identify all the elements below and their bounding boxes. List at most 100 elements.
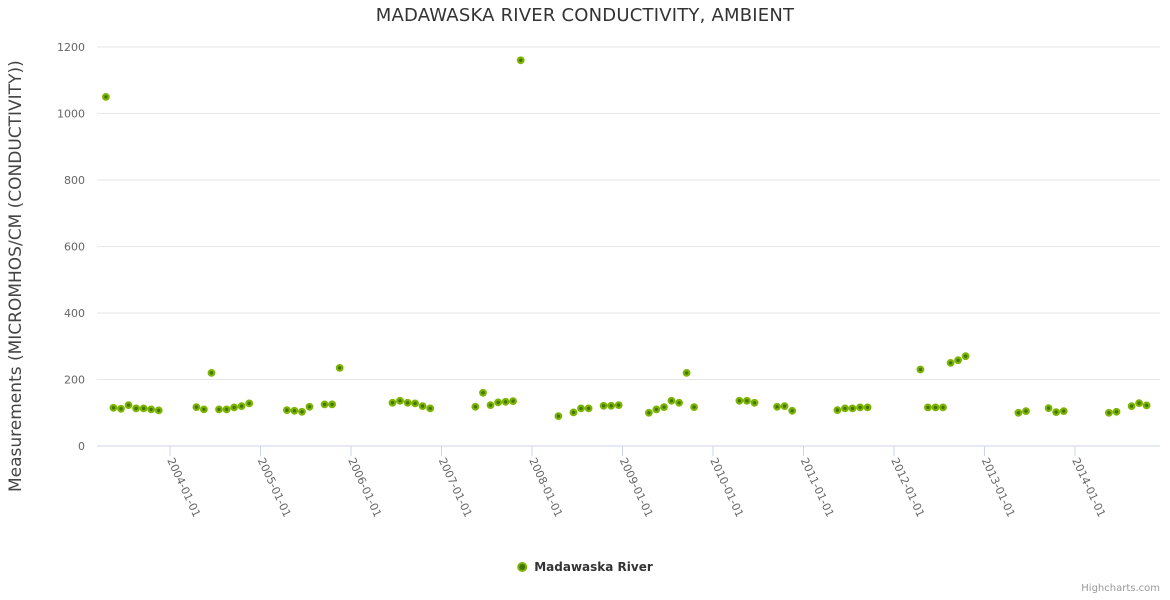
data-point[interactable]: [1142, 401, 1151, 410]
data-point[interactable]: [328, 400, 337, 409]
data-point[interactable]: [320, 400, 329, 409]
data-point[interactable]: [743, 396, 751, 405]
data-point[interactable]: [841, 404, 849, 413]
data-point[interactable]: [396, 396, 404, 405]
data-point[interactable]: [1127, 402, 1136, 411]
data-point[interactable]: [1022, 407, 1030, 416]
data-point[interactable]: [501, 397, 510, 406]
data-point[interactable]: [154, 406, 163, 415]
data-point[interactable]: [1059, 407, 1068, 416]
legend-label: Madawaska River: [534, 560, 653, 574]
data-point[interactable]: [660, 403, 668, 412]
y-tick-label: 1000: [57, 108, 85, 121]
y-tick-label: 1200: [57, 41, 85, 54]
data-point[interactable]: [230, 403, 239, 412]
data-point[interactable]: [554, 412, 563, 421]
y-tick-label: 0: [78, 440, 85, 453]
data-point[interactable]: [418, 402, 427, 411]
data-point[interactable]: [1044, 404, 1053, 413]
data-point[interactable]: [486, 401, 495, 410]
data-point[interactable]: [199, 405, 208, 414]
data-point[interactable]: [222, 405, 231, 414]
data-point[interactable]: [788, 406, 797, 415]
data-point[interactable]: [863, 403, 872, 412]
x-tick-label: 2005-01-01: [255, 456, 294, 519]
data-point[interactable]: [856, 403, 864, 412]
data-point[interactable]: [335, 364, 344, 372]
data-point[interactable]: [954, 356, 962, 365]
data-point[interactable]: [584, 404, 593, 413]
x-tick-label: 2011-01-01: [798, 456, 837, 519]
x-tick-label: 2014-01-01: [1069, 456, 1108, 519]
data-point[interactable]: [101, 92, 110, 101]
data-point[interactable]: [780, 402, 789, 411]
data-point[interactable]: [479, 388, 487, 397]
x-tick-label: 2010-01-01: [707, 456, 746, 519]
data-point[interactable]: [682, 369, 691, 377]
data-point[interactable]: [645, 408, 653, 417]
data-point[interactable]: [237, 402, 246, 411]
y-tick-label: 400: [64, 307, 85, 320]
data-point[interactable]: [132, 404, 141, 413]
data-point[interactable]: [667, 396, 676, 405]
data-point[interactable]: [411, 399, 420, 408]
data-point[interactable]: [675, 398, 683, 407]
data-point[interactable]: [848, 404, 857, 413]
data-point[interactable]: [1052, 408, 1060, 417]
y-tick-label: 600: [64, 241, 85, 254]
data-point[interactable]: [833, 406, 842, 415]
data-point[interactable]: [245, 399, 254, 408]
legend-marker-icon: [517, 562, 528, 572]
data-point[interactable]: [298, 407, 306, 416]
x-tick-label: 2008-01-01: [526, 456, 565, 519]
data-point[interactable]: [109, 403, 118, 412]
data-point[interactable]: [924, 403, 932, 412]
data-point[interactable]: [494, 398, 503, 407]
data-point[interactable]: [139, 404, 148, 413]
data-point[interactable]: [207, 369, 216, 377]
data-point[interactable]: [1135, 399, 1143, 408]
data-point[interactable]: [426, 404, 435, 413]
data-point[interactable]: [509, 397, 517, 406]
x-tick-label: 2004-01-01: [164, 456, 203, 519]
data-point[interactable]: [1112, 407, 1121, 416]
data-point[interactable]: [215, 405, 223, 414]
data-point[interactable]: [599, 401, 608, 410]
data-point[interactable]: [290, 406, 299, 415]
data-point[interactable]: [931, 403, 940, 412]
data-point[interactable]: [124, 401, 133, 410]
data-point[interactable]: [773, 402, 781, 411]
x-tick-label: 2007-01-01: [436, 456, 475, 519]
y-tick-label: 200: [64, 374, 85, 387]
x-tick-label: 2012-01-01: [888, 456, 927, 519]
x-tick-label: 2006-01-01: [345, 456, 384, 519]
data-point[interactable]: [614, 401, 623, 410]
data-point[interactable]: [403, 398, 412, 407]
data-point[interactable]: [283, 406, 291, 415]
data-point[interactable]: [1104, 408, 1113, 417]
data-point[interactable]: [750, 398, 759, 407]
data-point[interactable]: [607, 401, 616, 410]
data-point[interactable]: [192, 403, 201, 412]
data-point[interactable]: [1014, 408, 1023, 417]
chart-title: MADAWASKA RIVER CONDUCTIVITY, AMBIENT: [375, 5, 795, 26]
data-point[interactable]: [577, 404, 585, 413]
legend-item[interactable]: Madawaska River: [517, 560, 653, 574]
data-point[interactable]: [961, 352, 970, 361]
data-point[interactable]: [939, 403, 947, 412]
data-point[interactable]: [117, 404, 125, 413]
data-point[interactable]: [147, 405, 156, 414]
x-tick-label: 2013-01-01: [979, 456, 1018, 519]
data-point[interactable]: [652, 405, 661, 414]
data-point[interactable]: [916, 365, 925, 374]
data-point[interactable]: [516, 56, 525, 65]
data-point[interactable]: [569, 408, 578, 417]
data-point[interactable]: [471, 402, 480, 411]
data-point[interactable]: [946, 359, 955, 367]
credits-link[interactable]: Highcharts.com: [1081, 583, 1160, 594]
data-point[interactable]: [388, 398, 397, 407]
data-point[interactable]: [305, 402, 314, 411]
data-point[interactable]: [735, 396, 744, 405]
data-point[interactable]: [690, 403, 698, 412]
